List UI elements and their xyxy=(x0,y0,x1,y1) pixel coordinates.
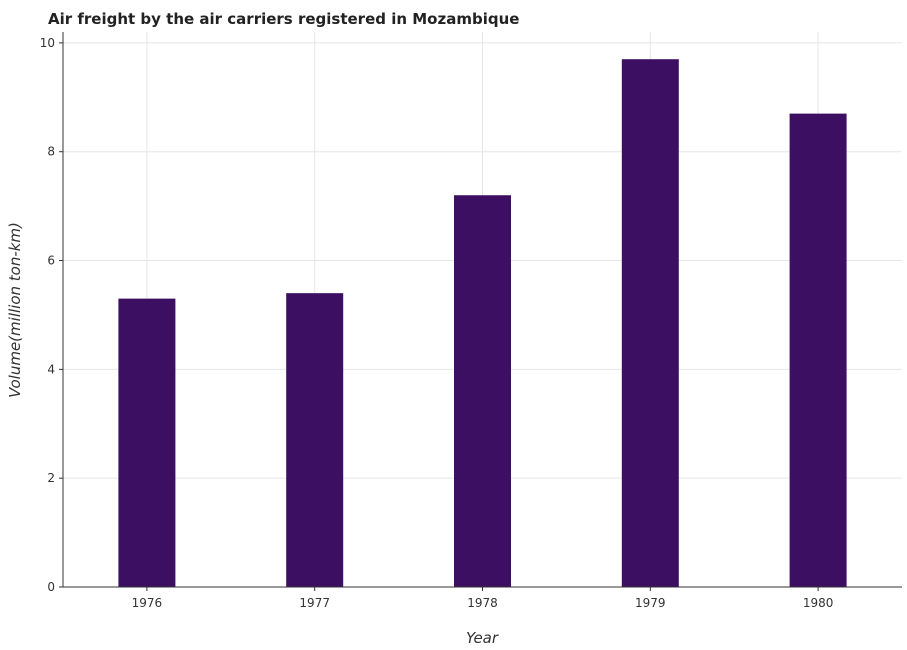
x-tick-label: 1978 xyxy=(467,596,498,610)
bar-1976 xyxy=(118,298,176,587)
axes xyxy=(59,32,902,591)
x-tick-label: 1980 xyxy=(803,596,834,610)
y-tick-label: 6 xyxy=(47,254,55,268)
x-tick-label: 1979 xyxy=(635,596,666,610)
y-tick-label: 4 xyxy=(47,362,55,376)
bar-1978 xyxy=(454,195,511,587)
y-tick-label: 8 xyxy=(47,145,55,159)
x-tick-label: 1977 xyxy=(299,596,330,610)
bar-1979 xyxy=(621,59,679,588)
chart-title: Air freight by the air carriers register… xyxy=(48,10,519,28)
y-tick-label: 2 xyxy=(47,471,55,485)
bar-1980 xyxy=(789,113,847,587)
x-axis-label: Year xyxy=(466,629,499,647)
y-tick-label: 10 xyxy=(40,36,55,50)
x-ticks: 1976 1977 1978 1979 1980 xyxy=(132,596,834,610)
bars xyxy=(118,59,847,588)
bar-1977 xyxy=(286,293,344,587)
y-ticks: 0 2 4 6 8 10 xyxy=(40,36,55,594)
y-axis-label: Volume(million ton-km) xyxy=(6,222,24,398)
x-tick-label: 1976 xyxy=(132,596,163,610)
y-tick-label: 0 xyxy=(47,580,55,594)
